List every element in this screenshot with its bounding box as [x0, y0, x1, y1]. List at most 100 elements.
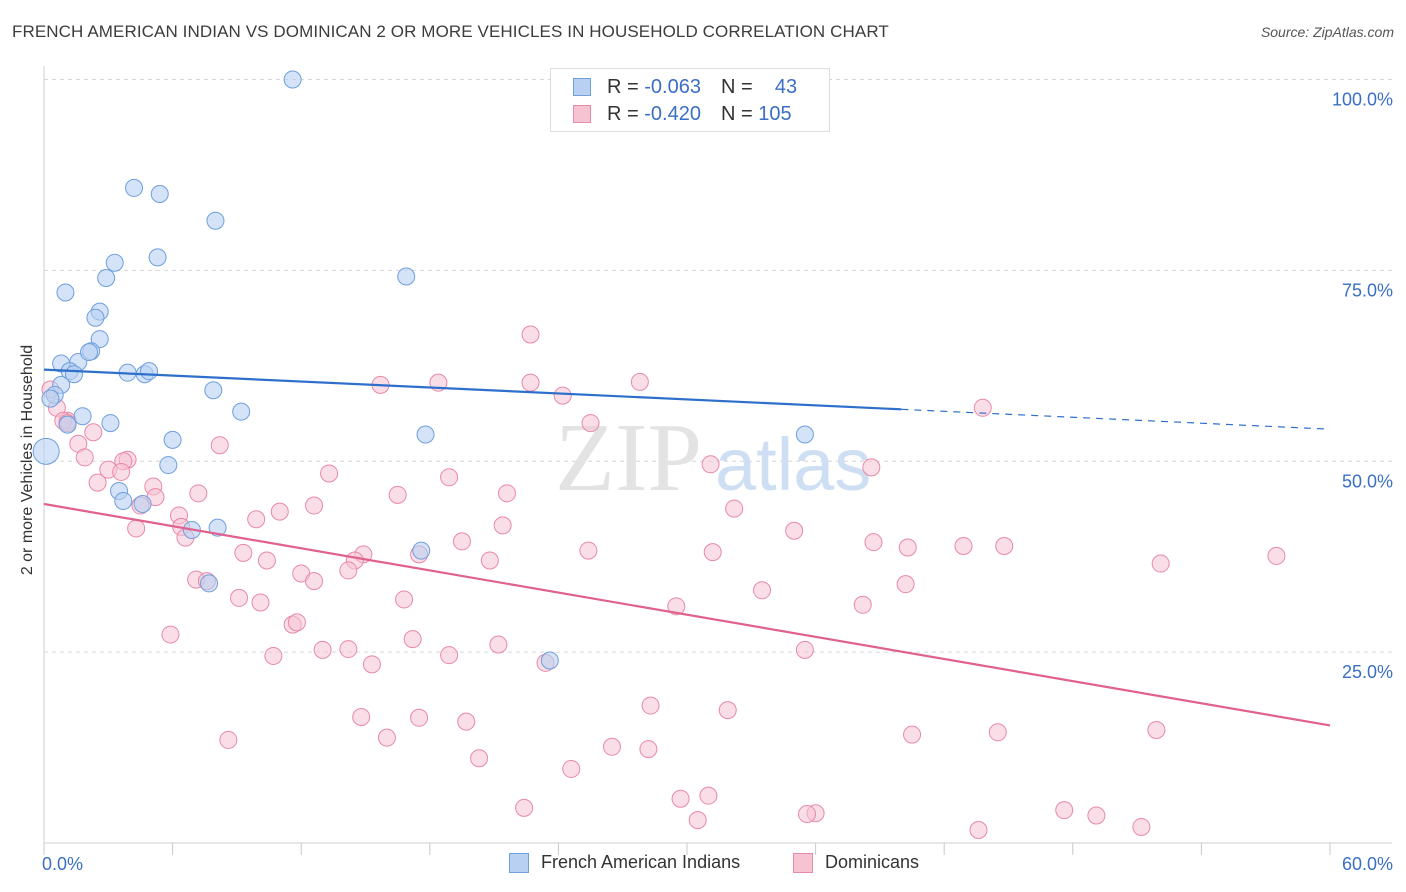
- french-american-indians-point: [125, 178, 144, 197]
- watermark-atlas: atlas: [715, 423, 871, 506]
- dominicans-point: [452, 532, 471, 551]
- legend-r-label: R =: [607, 102, 639, 125]
- dominicans-point: [701, 455, 720, 474]
- french-american-indians-point: [416, 425, 435, 444]
- french-american-indians-point: [204, 381, 223, 400]
- dominicans-point: [440, 646, 459, 665]
- dominicans-point: [161, 625, 180, 644]
- dominicans-point: [219, 730, 238, 749]
- dominicans-point: [688, 811, 707, 830]
- y-axis-label: 2 or more Vehicles in Household: [19, 344, 36, 576]
- legend-swatch-blue: [573, 78, 591, 96]
- dominicans-point: [641, 696, 660, 715]
- french-american-indians-point: [397, 267, 416, 286]
- dominicans-point: [305, 496, 324, 515]
- french-american-indians-point: [86, 308, 105, 327]
- dominicans-point: [457, 712, 476, 731]
- chart-source: Source: ZipAtlas.com: [1260, 24, 1394, 40]
- legend-r-label: R =: [607, 75, 639, 98]
- bottom-legend-swatch-pink: [793, 852, 813, 873]
- dominicans-point: [995, 536, 1014, 555]
- dominicans-point: [480, 551, 499, 570]
- dominicans-point: [602, 737, 621, 756]
- dominicans-point: [1151, 554, 1170, 573]
- dominicans-point: [264, 646, 283, 665]
- bottom-legend-label-pink: Dominicans: [825, 852, 920, 872]
- french-american-indians-point: [80, 343, 99, 362]
- dominicans-point: [377, 728, 396, 747]
- french-american-indians-point: [90, 330, 109, 349]
- dominicans-point: [388, 485, 407, 504]
- dominicans-point: [1147, 721, 1166, 740]
- dominicans-point: [795, 640, 814, 659]
- french-american-indians-point: [97, 269, 116, 288]
- dominicans-point: [798, 804, 817, 823]
- dominicans-point: [339, 640, 358, 659]
- y-tick-label: 50.0%: [1342, 471, 1393, 491]
- correlation-legend: R = -0.063 N = 43 R = -0.420 N = 105: [550, 68, 830, 132]
- dominicans-point: [969, 821, 988, 840]
- dominicans-point: [521, 373, 540, 392]
- dominicans-point: [753, 581, 772, 600]
- y-tick-label: 100.0%: [1332, 90, 1393, 110]
- dominicans-point: [630, 372, 649, 391]
- french-american-indians-point: [114, 491, 133, 510]
- dominicans-point: [497, 484, 516, 503]
- series-french-american-indians: [32, 70, 814, 670]
- french-american-indians-point: [101, 414, 120, 433]
- french-american-indians-point: [133, 495, 152, 514]
- dominicans-point: [395, 590, 414, 609]
- bottom-legend-swatch-blue: [509, 852, 529, 873]
- bottom-legend: French American Indians Dominicans: [0, 852, 1406, 876]
- legend-n-label: N =: [720, 75, 753, 98]
- dominicans-point: [1087, 806, 1106, 825]
- dominicans-point: [862, 458, 881, 477]
- french-american-indians-point: [208, 518, 227, 537]
- dominicans-point: [898, 538, 917, 557]
- legend-swatch-pink: [573, 105, 591, 123]
- dominicans-point: [189, 484, 208, 503]
- dominicans-point: [718, 701, 737, 720]
- french-american-indians-point: [232, 402, 251, 421]
- dominicans-point: [1267, 546, 1286, 565]
- dominicans-point: [410, 708, 429, 727]
- legend-row-dominicans: R = -0.420 N = 105: [573, 101, 792, 127]
- dominicans-point: [305, 572, 324, 591]
- dominicans-point: [210, 436, 229, 455]
- dominicans-point: [725, 499, 744, 518]
- bottom-legend-label-blue: French American Indians: [541, 852, 741, 872]
- dominicans-point: [320, 464, 339, 483]
- dominicans-point: [515, 798, 534, 817]
- dominicans-point: [973, 398, 992, 417]
- dominicans-point: [703, 543, 722, 562]
- dominicans-point: [84, 423, 103, 442]
- trend-lines: [43, 368, 1331, 727]
- dominicans-point: [667, 597, 686, 616]
- chart-title: FRENCH AMERICAN INDIAN VS DOMINICAN 2 OR…: [12, 22, 889, 41]
- dominicans-point: [853, 595, 872, 614]
- series-dominicans: [41, 325, 1286, 840]
- dominicans-point: [639, 740, 658, 759]
- legend-n-value: 105: [758, 102, 792, 125]
- tick-labels: 25.0% 50.0% 75.0% 100.0% 0.0% 60.0%: [42, 90, 1393, 875]
- watermark-zip: ZIP: [555, 404, 702, 512]
- dominicans-point: [988, 723, 1007, 742]
- french-american-indians-point: [206, 211, 225, 230]
- dominicans-point: [671, 789, 690, 808]
- dominicans-point: [581, 414, 600, 433]
- french-american-indians-point: [140, 362, 159, 381]
- dominicans-point: [903, 725, 922, 744]
- dominicans-point: [579, 541, 598, 560]
- dominicans-point: [440, 468, 459, 487]
- dominicans-point: [470, 749, 489, 768]
- dominicans-point: [287, 613, 306, 632]
- dominicans-point: [403, 630, 422, 649]
- dominicans-point: [489, 635, 508, 654]
- dominicans-point: [313, 640, 332, 659]
- legend-n-label: N =: [720, 102, 753, 125]
- legend-n-value: 43: [774, 75, 798, 98]
- watermark: ZIP atlas: [555, 404, 871, 512]
- dominicans-point: [521, 325, 540, 344]
- dominicans-point: [257, 551, 276, 570]
- legend-row-french-american-indians: R = -0.063 N = 43: [573, 74, 797, 100]
